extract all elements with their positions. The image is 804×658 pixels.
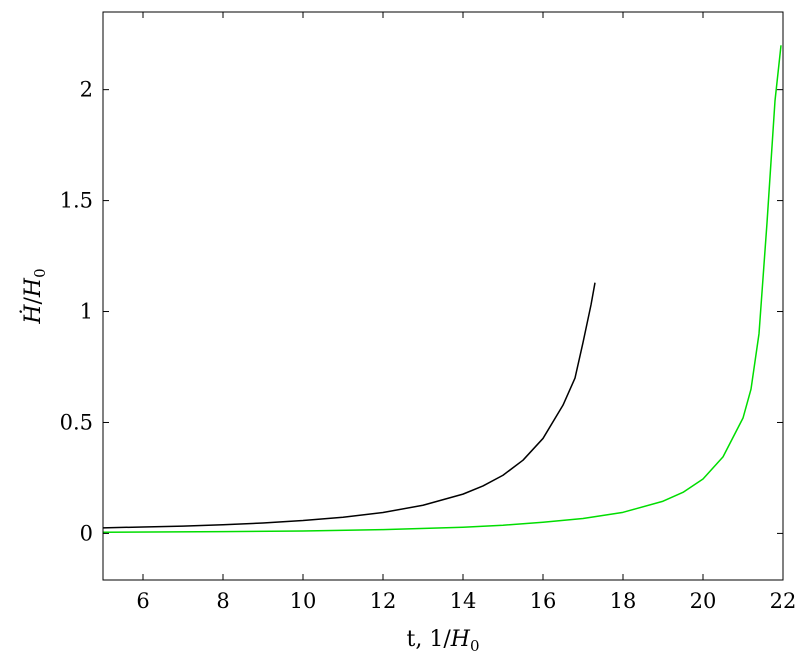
y-tick-label: 0	[80, 521, 93, 545]
x-axis-label-prefix: t, 1/	[407, 627, 452, 652]
plot-frame	[102, 11, 784, 581]
y-axis-label-var: Ḣ	[19, 304, 46, 325]
y-tick-label: 2	[80, 78, 93, 102]
y-axis-label-mid: /	[21, 296, 46, 304]
series-line-1	[102, 282, 596, 529]
x-tick-label: 18	[610, 589, 637, 613]
x-tick-label: 14	[450, 589, 477, 613]
x-tick-label: 10	[290, 589, 317, 613]
x-axis-label: t, 1/H0	[407, 627, 480, 655]
y-tick-label: 1	[80, 300, 93, 324]
y-axis-label: Ḣ/H0	[19, 268, 49, 324]
x-tick-label: 22	[770, 589, 797, 613]
tick-layer: 6 8 10 12 14 16 18 20 22 0 0.5 1 1.5 2	[60, 12, 797, 613]
x-tick-label: 20	[690, 589, 717, 613]
x-tick-label: 12	[370, 589, 397, 613]
y-tick-label: 0.5	[60, 410, 93, 434]
series-layer	[102, 45, 782, 534]
x-tick-label: 8	[216, 589, 229, 613]
x-axis-label-var: H	[450, 627, 471, 652]
x-tick-label: 16	[530, 589, 557, 613]
x-axis-label-sub: 0	[470, 637, 480, 655]
x-tick-label: 6	[136, 589, 149, 613]
y-axis-label-var2: H	[21, 277, 46, 298]
y-axis-label-sub: 0	[31, 268, 49, 278]
series-line-2	[102, 45, 782, 534]
y-tick-label: 1.5	[60, 189, 93, 213]
